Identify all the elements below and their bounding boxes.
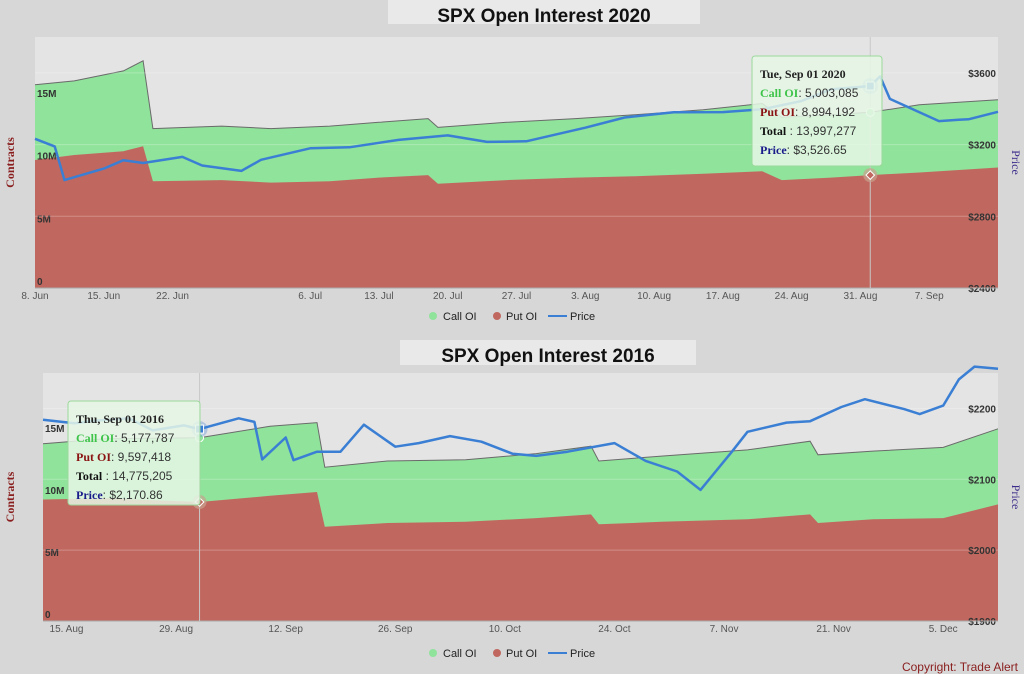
x-tick-label: 22. Jun	[156, 291, 189, 302]
x-tick-label: 13. Jul	[364, 291, 393, 302]
y-axis-title-right: Price	[1009, 150, 1023, 175]
chart-2016[interactable]: SPX Open Interest 2016 0 5M 10M 15M $1900 $200…	[0, 337, 1024, 674]
tooltip-put-oi-label: Put OI	[76, 450, 111, 464]
tooltip-total-label: Total	[76, 469, 103, 483]
legend-call-marker	[429, 312, 437, 320]
tooltip-total-value: : 13,997,277	[786, 124, 856, 138]
y-tick-label-left: 15M	[45, 424, 64, 435]
legend-put-label: Put OI	[506, 311, 537, 323]
tooltip-price-label: Price	[760, 143, 787, 157]
y-tick-label-left: 0	[37, 277, 43, 288]
x-tick-label: 5. Dec	[929, 624, 958, 635]
legend-put-label: Put OI	[506, 648, 537, 660]
legend-price-label: Price	[570, 648, 595, 660]
x-tick-label: 21. Nov	[816, 624, 850, 635]
x-tick-label: 15. Aug	[50, 624, 84, 635]
tooltip-date: Tue, Sep 01 2020	[760, 67, 846, 81]
x-tick-label: 12. Sep	[268, 624, 303, 635]
tooltip-total-value: : 14,775,205	[102, 469, 172, 483]
legend[interactable]: Call OI Put OI Price	[429, 648, 595, 660]
tooltip-call-oi-label: Call OI	[760, 86, 799, 100]
x-tick-label: 17. Aug	[706, 291, 740, 302]
legend[interactable]: Call OI Put OI Price	[429, 311, 595, 323]
x-tick-label: 8. Jun	[21, 291, 48, 302]
x-tick-label: 10. Aug	[637, 291, 671, 302]
tooltip-put-oi: Put OI: 8,994,192	[760, 105, 855, 119]
price-line	[42, 365, 999, 492]
y-tick-label-left: 10M	[45, 486, 64, 497]
chart-panel-2016: SPX Open Interest 2016 0 5M 10M 15M $1900 $200…	[0, 337, 1024, 674]
x-tick-label: 7. Nov	[710, 624, 739, 635]
y-tick-label-left: 5M	[37, 214, 51, 225]
x-tick-label: 3. Aug	[571, 291, 599, 302]
x-tick-label: 31. Aug	[843, 291, 877, 302]
y-tick-label-right: $3200	[968, 141, 996, 152]
tooltip-box	[751, 55, 883, 167]
tooltip-put-oi-value: : 9,597,418	[111, 450, 171, 464]
legend-price-label: Price	[570, 311, 595, 323]
y-tick-label-left: 5M	[45, 548, 59, 559]
legend-call-marker	[429, 649, 437, 657]
y-tick-label-right: $1900	[968, 617, 996, 628]
tooltip-put-oi-label: Put OI	[760, 105, 795, 119]
y-tick-label-right: $2100	[968, 475, 996, 486]
call-oi-top-line	[42, 422, 999, 468]
x-tick-label: 7. Sep	[915, 291, 944, 302]
tooltip-price: Price: $2,170.86	[76, 488, 163, 502]
x-tick-label: 10. Oct	[489, 624, 521, 635]
tooltip-date: Thu, Sep 01 2016	[76, 412, 164, 426]
x-tick-label: 15. Jun	[87, 291, 120, 302]
y-tick-label-right: $2400	[968, 284, 996, 295]
copyright-text: Copyright: Trade Alert	[901, 660, 1018, 674]
tooltip-total: Total : 14,775,205	[76, 469, 173, 483]
title-box	[400, 340, 696, 365]
tooltip-call-oi-value: : 5,177,787	[114, 431, 174, 445]
tooltip-call-oi-label: Call OI	[76, 431, 115, 445]
x-tick-label: 27. Jul	[502, 291, 531, 302]
tooltip-total: Total : 13,997,277	[760, 124, 857, 138]
chart-2020[interactable]: SPX Open Interest 2020 0 5M 10M 15M $2400 $280…	[0, 0, 1024, 337]
y-tick-label-right: $2200	[968, 404, 996, 415]
y-axis-title-right: Price	[1009, 485, 1023, 510]
y-tick-label-right: $3600	[968, 69, 996, 80]
legend-put-marker	[493, 312, 501, 320]
tooltip-price-value: : $3,526.65	[787, 143, 847, 157]
title-box	[388, 0, 700, 24]
y-axis-title-left: Contracts	[3, 471, 17, 522]
put-oi-area	[35, 146, 998, 288]
x-tick-label: 26. Sep	[378, 624, 413, 635]
y-tick-label-right: $2800	[968, 212, 996, 223]
x-tick-label: 24. Aug	[775, 291, 809, 302]
legend-call-label: Call OI	[443, 648, 477, 660]
x-tick-label: 6. Jul	[298, 291, 322, 302]
legend-put-marker	[493, 649, 501, 657]
x-tick-label: 20. Jul	[433, 291, 462, 302]
chart-panel-2020: SPX Open Interest 2020 0 5M 10M 15M $2400 $280…	[0, 0, 1024, 337]
x-tick-label: 29. Aug	[159, 624, 193, 635]
chart-title: SPX Open Interest 2016	[441, 346, 654, 367]
tooltip-price-label: Price	[76, 488, 103, 502]
tooltip-put-oi-value: : 8,994,192	[795, 105, 855, 119]
y-tick-label-left: 10M	[37, 152, 56, 163]
tooltip-put-oi: Put OI: 9,597,418	[76, 450, 171, 464]
x-tick-label: 24. Oct	[598, 624, 630, 635]
y-tick-label-left: 15M	[37, 89, 56, 100]
tooltip-price-value: : $2,170.86	[103, 488, 163, 502]
tooltip-call-oi: Call OI: 5,003,085	[760, 86, 859, 100]
tooltip-total-label: Total	[760, 124, 787, 138]
tooltip-call-oi: Call OI: 5,177,787	[76, 431, 175, 445]
tooltip-box	[67, 400, 201, 506]
legend-call-label: Call OI	[443, 311, 477, 323]
y-tick-label-right: $2000	[968, 546, 996, 557]
chart-title: SPX Open Interest 2020	[437, 6, 650, 27]
put-oi-area	[43, 492, 998, 621]
put-hover-marker	[865, 170, 876, 181]
y-tick-label-left: 0	[45, 610, 51, 621]
tooltip-call-oi-value: : 5,003,085	[798, 86, 858, 100]
tooltip-price: Price: $3,526.65	[760, 143, 847, 157]
y-axis-title-left: Contracts	[3, 137, 17, 188]
